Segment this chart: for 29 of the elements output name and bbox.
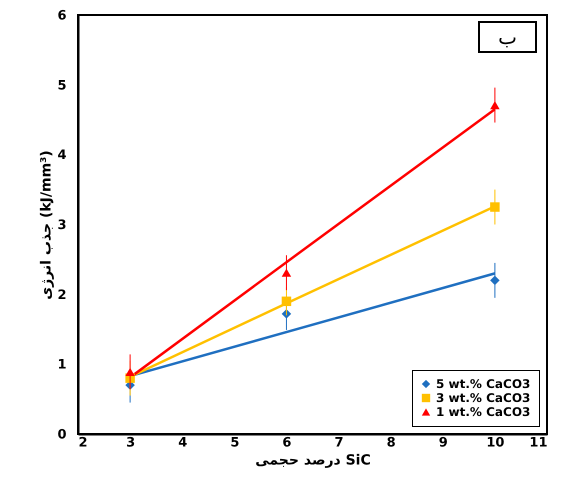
point (282, 296, 292, 306)
legend-label: 5 wt.% CaCO3 (436, 377, 530, 391)
x-tick-label: 8 (386, 436, 396, 450)
y-tick-label: 1 (57, 358, 66, 373)
x-axis-title: درصد حجمی SiC (255, 452, 371, 468)
legend-label: 3 wt.% CaCO3 (436, 391, 530, 405)
legend-label: 1 wt.% CaCO3 (436, 405, 530, 419)
point (490, 100, 500, 110)
y-tick-label: 0 (57, 428, 66, 442)
panel-label: ب (478, 21, 537, 53)
x-tick-label: 7 (334, 436, 344, 450)
y-tick-label: 2 (57, 288, 66, 303)
y-tick-label: 3 (57, 218, 66, 233)
y-axis-title: جذب انرژی (kJ/mm³) (38, 150, 54, 300)
x-tick-label: 9 (438, 436, 448, 450)
x-tick-label: 2 (78, 436, 88, 450)
x-tick-label: 5 (230, 436, 240, 450)
y-tick-label: 6 (57, 8, 66, 24)
x-tick-label: 4 (178, 436, 188, 450)
point (490, 276, 500, 286)
x-tick-label: 6 (282, 436, 292, 450)
point (490, 202, 500, 212)
point (282, 268, 292, 277)
y-tick-label: 5 (57, 78, 66, 94)
x-tick-label: 11 (529, 436, 548, 450)
y-tick-label: 4 (57, 148, 66, 164)
x-tick-label: 3 (126, 436, 136, 450)
point (125, 368, 135, 376)
x-tick-label: 10 (486, 436, 504, 450)
